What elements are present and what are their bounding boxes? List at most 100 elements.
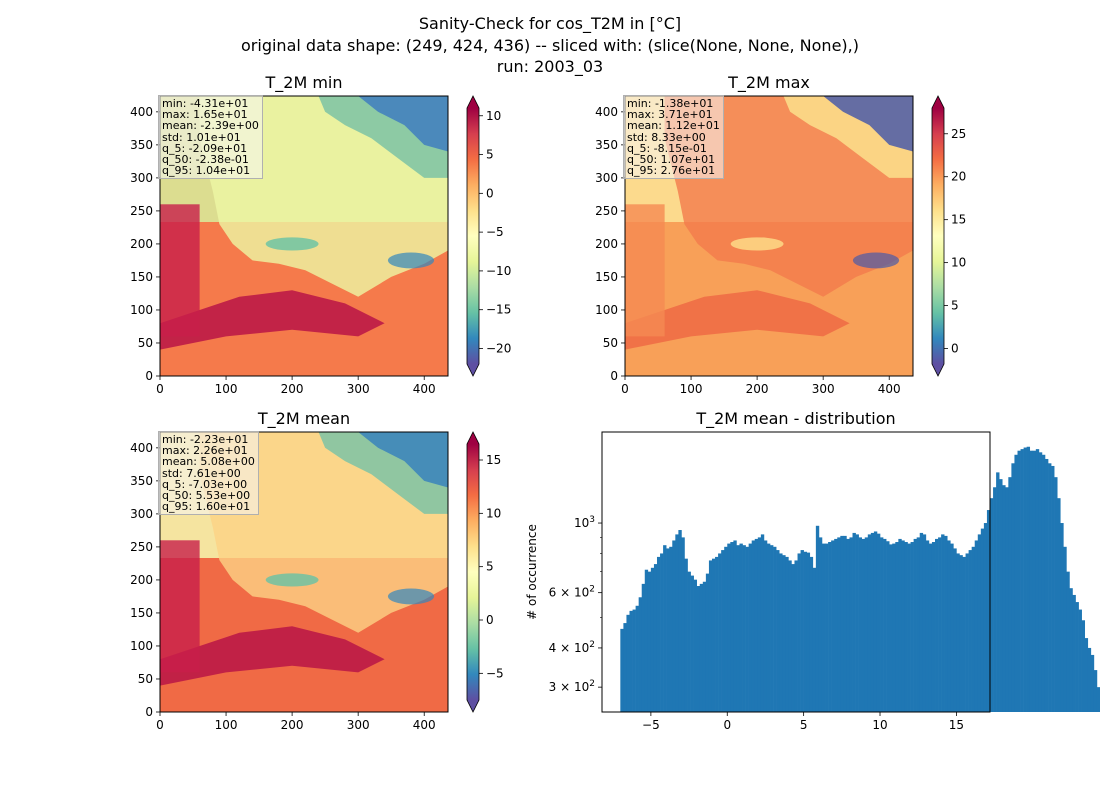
histogram-bar [843,535,847,712]
map-mean-y-tick-label: 50 [138,672,153,686]
histogram-bar [971,546,976,712]
histogram-bar [931,542,936,712]
histogram-bar [1029,450,1034,712]
map-sea-mediterranean [160,626,385,686]
histogram-bar [1093,670,1098,712]
histogram-bar [831,540,835,712]
histogram-x-tick-label: 5 [800,718,808,732]
histogram-bar [739,543,743,712]
map-max-colorbar-tick-label: 5 [951,299,959,313]
histogram-bar [1057,498,1061,712]
histogram-bar [968,550,972,712]
histogram-bar [632,609,636,712]
histogram-bar [1090,654,1095,712]
map-mean-colorbar-outline [466,431,480,713]
map-mean-colorbar [467,444,479,700]
histogram-bar [757,537,762,712]
histogram-bar [886,541,890,712]
histogram-bar [818,537,823,712]
stat-line: q_5: -8.15e-01 [627,141,707,155]
map-min-y-tick-label: 200 [130,237,153,251]
histogram-bar [873,531,878,712]
histogram-bar [1032,450,1037,712]
map-max-colorbar-tick-label: 20 [951,170,966,184]
histogram-bar [983,523,988,712]
map-mean-x-tick-label: 100 [215,718,238,732]
histogram-bar [812,567,817,712]
histogram-bar [1035,449,1040,712]
stat-line: max: 1.65e+01 [162,108,248,122]
histogram-bar [702,581,707,712]
histogram-bar [809,556,814,712]
histogram-bar [791,564,795,712]
histogram-bar [672,540,676,712]
histogram-bar [724,546,728,712]
map-alps [730,237,784,251]
map-mean-y-tick-label: 0 [145,705,153,719]
map-min-x-tick-label: 200 [281,382,304,396]
map-min-axes-frame [159,95,449,377]
map-caucasus [852,252,900,269]
histogram-bar [1023,447,1027,712]
histogram-bar [864,537,869,712]
histogram-bar [751,540,756,712]
map-max-x-tick-label: 100 [680,382,703,396]
histogram-bar [1005,487,1009,712]
stat-line: std: 8.33e+00 [627,130,706,144]
stat-line: mean: 5.08e+00 [162,455,255,469]
stat-line: max: 3.71e+01 [627,108,713,122]
histogram-bar [1044,458,1049,712]
histogram-bar [922,534,927,712]
histogram-bar [1069,588,1073,712]
map-max-y-tick-label: 150 [595,270,618,284]
histogram-bar [1084,638,1089,712]
histogram-bar [898,538,902,712]
histogram-bar [788,560,792,712]
histogram-bar [675,534,679,712]
histogram-bar [993,487,997,712]
histogram-bar [794,560,798,712]
map-cold-core [823,96,913,152]
histogram-bar [965,553,969,712]
histogram-bar [962,556,966,712]
histogram-bar [733,540,737,712]
histogram-bar [977,534,982,712]
map-min-y-tick-label: 350 [130,138,153,152]
map-mean-colorbar-tick-label: −5 [486,666,504,680]
map-mean-colorbar-extend-bottom [467,700,479,712]
map-mean-x-tick-label: 200 [281,718,304,732]
histogram-bar [687,571,691,712]
stat-line: max: 2.26e+01 [162,444,248,458]
histogram-bar [653,564,658,712]
histogram-bar [779,553,783,712]
histogram-bar [846,538,850,712]
histogram-bar [1017,450,1021,712]
stats-box-mean: min: -2.23e+01 max: 2.26e+01 mean: 5.08e… [158,431,259,516]
map-mean-x-tick-label: 0 [156,718,164,732]
stats-box-min: min: -4.31e+01 max: 1.65e+01 mean: -2.39… [158,95,263,180]
stat-line: std: 1.01e+01 [162,130,241,144]
map-caucasus [387,588,435,605]
histogram-bar [852,532,856,712]
histogram-bar [1038,452,1043,712]
map-caucasus [387,252,435,269]
map-mean-colorbar-tick-label: 0 [486,613,494,627]
histogram-bar [638,597,643,712]
histogram-bar [919,532,924,712]
histogram-bar [663,545,667,712]
histogram-bar [889,544,893,712]
map-sea-atlantic [625,204,665,337]
stat-line: min: -2.23e+01 [162,433,249,446]
histogram-bar [641,583,646,712]
histogram-bar [727,543,731,712]
histogram-bar [1020,449,1024,712]
map-min-colorbar-outline [466,95,480,377]
map-min-colorbar-tick-label: −5 [486,225,504,239]
map-mean-y-tick-label: 250 [130,540,153,554]
histogram-y-tick-label: 3 × 102 [549,679,595,694]
histogram-bar [1011,463,1015,712]
histogram-bar [1054,477,1058,712]
map-max-y-tick-label: 250 [595,204,618,218]
histogram-bar [800,550,804,712]
histogram-bar [1008,477,1012,712]
